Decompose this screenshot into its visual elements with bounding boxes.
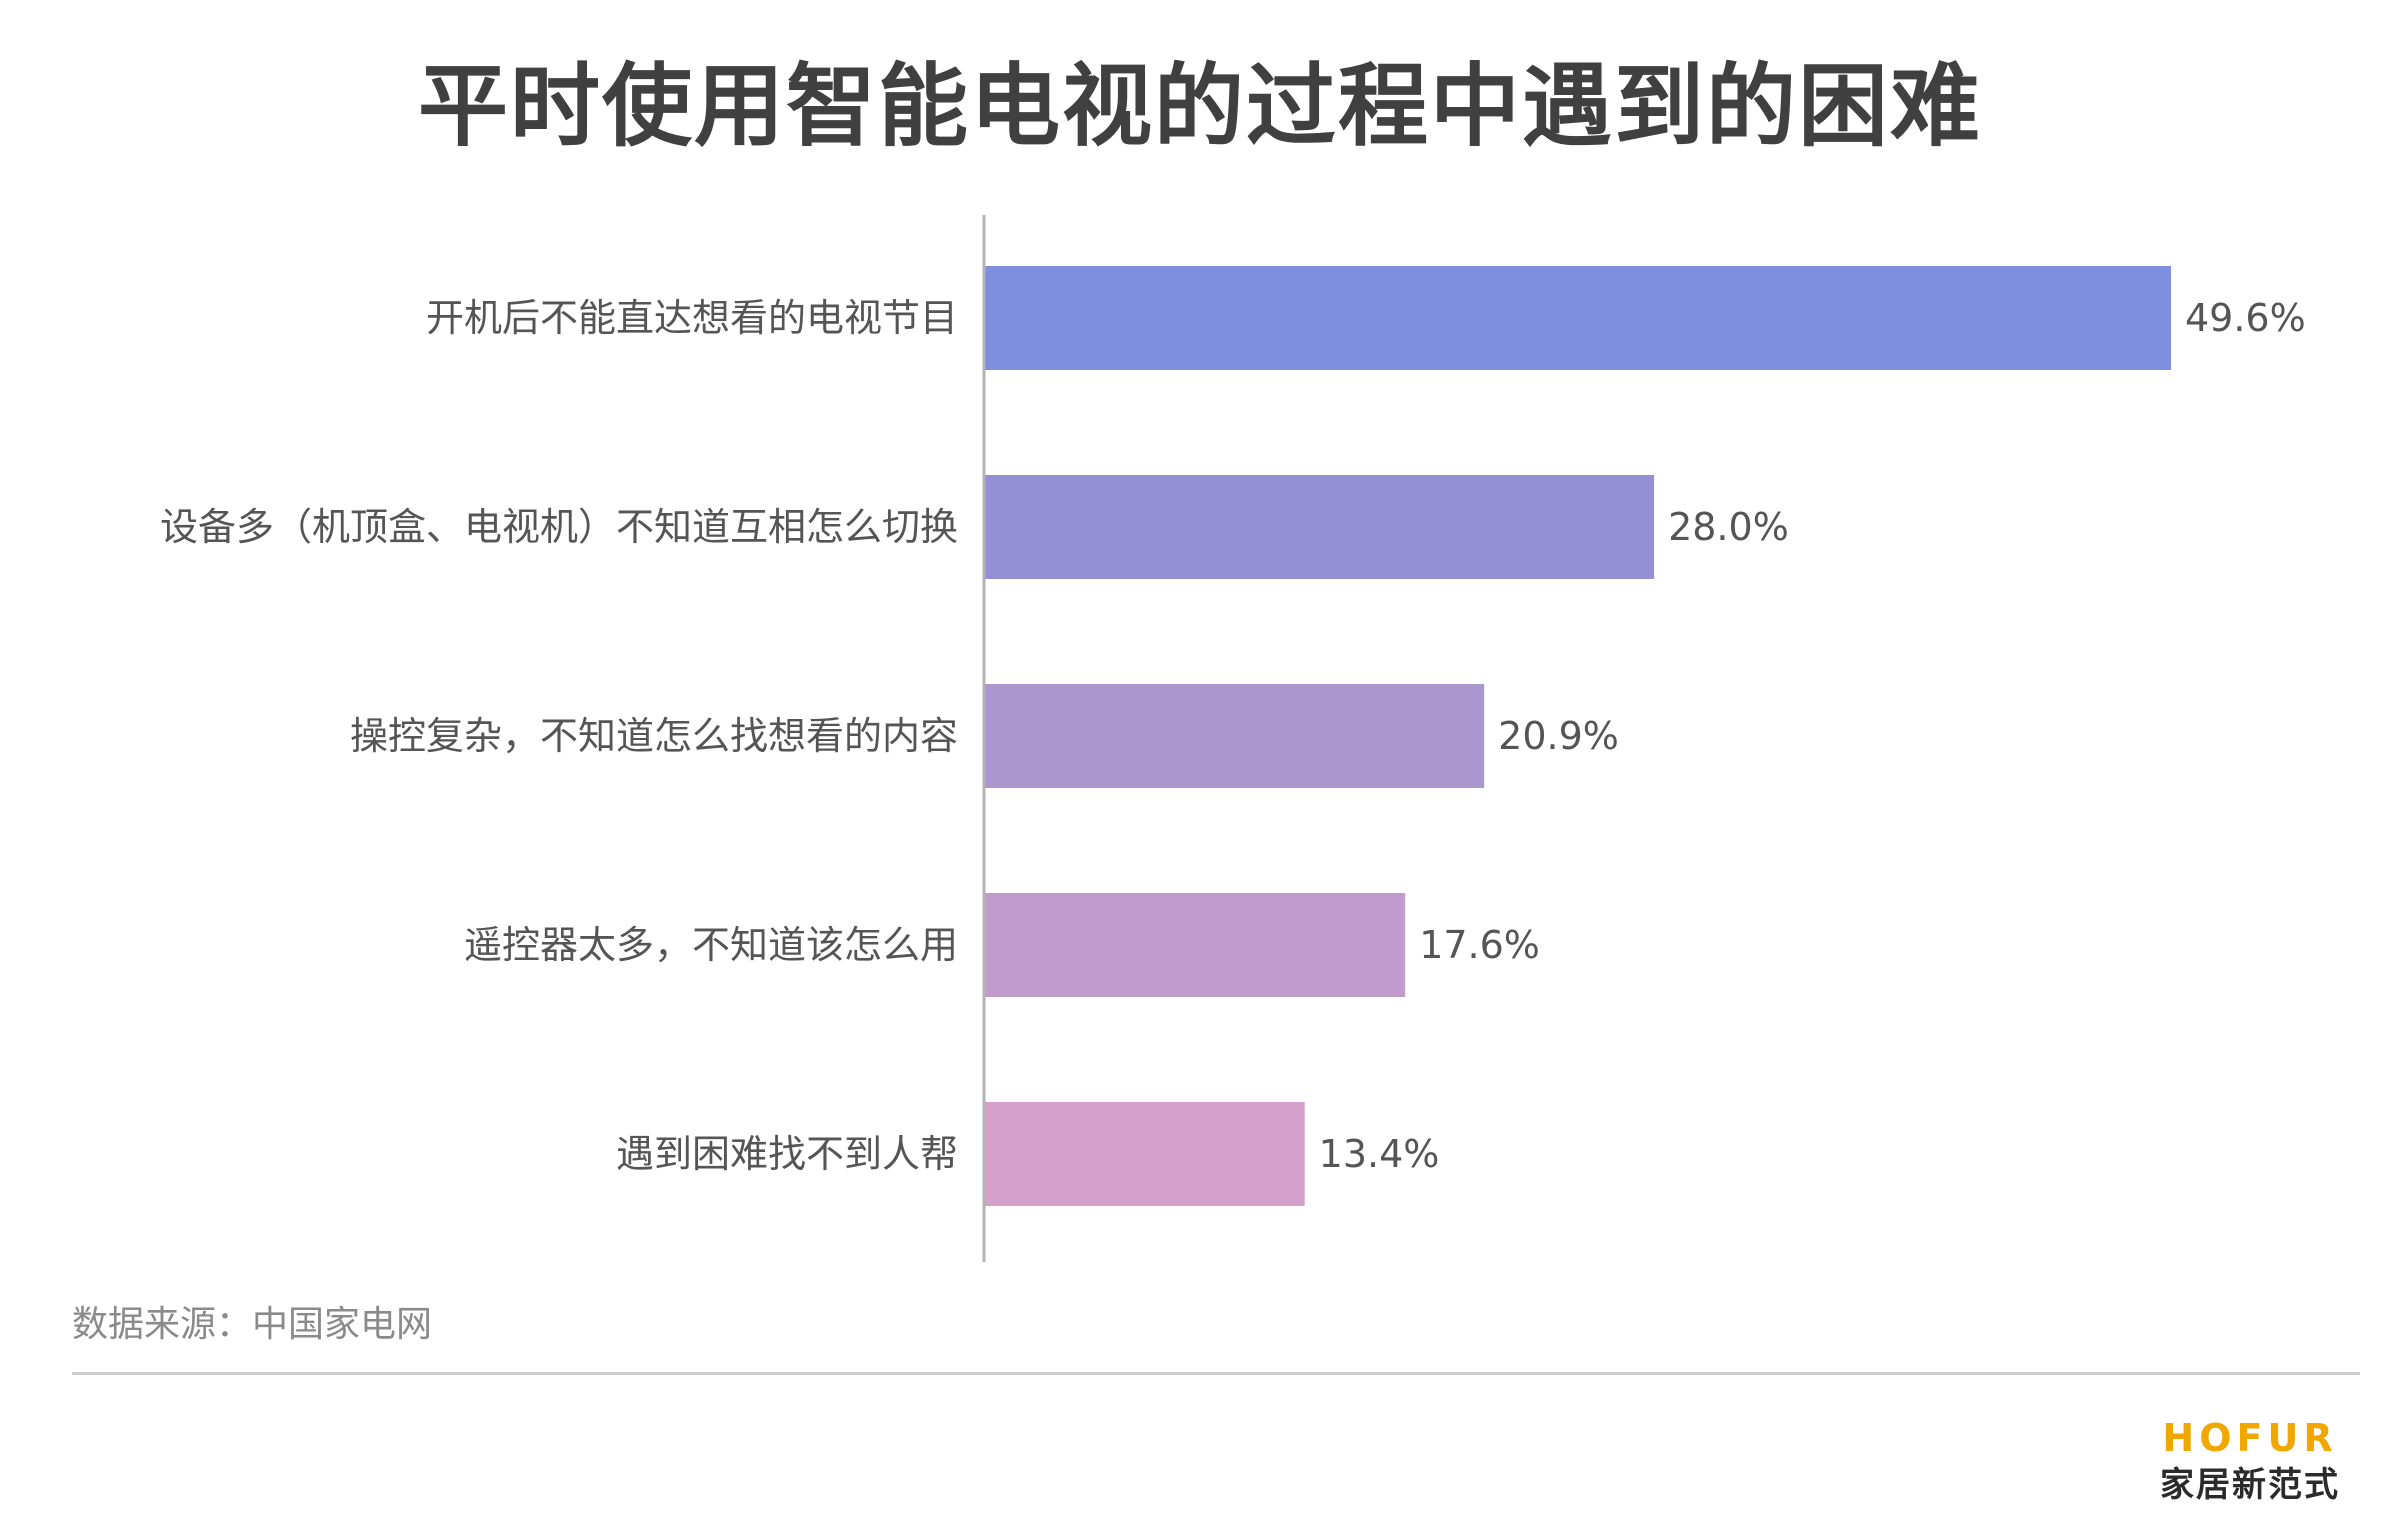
bar-chart: 开机后不能直达想看的电视节目设备多（机顶盒、电视机）不知道互相怎么切换操控复杂，… [160, 215, 2306, 1262]
category-labels-layer: 开机后不能直达想看的电视节目设备多（机顶盒、电视机）不知道互相怎么切换操控复杂，… [160, 296, 958, 1176]
footer-divider [72, 1372, 2360, 1375]
source-note: 数据来源：中国家电网 [72, 1304, 433, 1345]
value-label-5: 13.4% [1319, 1132, 1440, 1176]
bar-2 [984, 475, 1655, 579]
category-label-1: 开机后不能直达想看的电视节目 [426, 296, 958, 340]
category-label-2: 设备多（机顶盒、电视机）不知道互相怎么切换 [160, 505, 958, 549]
value-label-2: 28.0% [1668, 505, 1789, 549]
bar-1 [984, 266, 2171, 370]
bar-4 [984, 893, 1406, 997]
bars-layer [984, 266, 2171, 1206]
value-label-4: 17.6% [1419, 923, 1540, 967]
value-label-1: 49.6% [2185, 296, 2306, 340]
brand-wordmark: HOFUR [2162, 1416, 2338, 1460]
chart-title: 平时使用智能电视的过程中遇到的困难 [418, 54, 1982, 159]
bar-5 [984, 1102, 1305, 1206]
value-labels-layer: 49.6% 28.0% 20.9% 17.6% 13.4% [1319, 296, 2306, 1176]
category-label-5: 遇到困难找不到人帮 [616, 1132, 958, 1176]
category-label-3: 操控复杂，不知道怎么找想看的内容 [350, 714, 958, 758]
value-label-3: 20.9% [1498, 714, 1619, 758]
brand-logo: HOFUR 家居新范式 [2160, 1416, 2340, 1510]
brand-tagline: 家居新范式 [2160, 1465, 2340, 1505]
bar-3 [984, 684, 1485, 788]
category-label-4: 遥控器太多，不知道该怎么用 [464, 923, 958, 967]
